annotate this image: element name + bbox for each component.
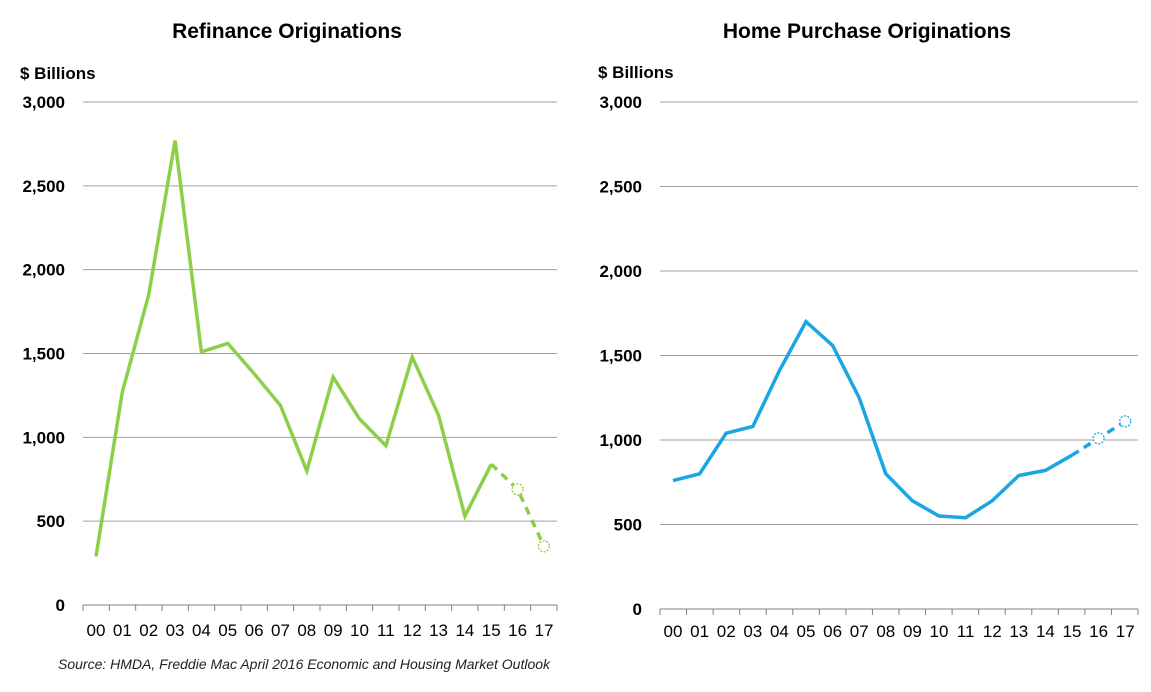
x-tick-label: 16 xyxy=(508,621,527,640)
x-tick-label: 17 xyxy=(1116,622,1135,641)
series-line-actual xyxy=(672,318,1073,520)
x-tick-label: 01 xyxy=(113,621,132,640)
x-tick-label: 12 xyxy=(403,621,422,640)
chart-title: Refinance Originations xyxy=(172,20,402,43)
forecast-point xyxy=(537,540,551,553)
y-tick-label: 3,000 xyxy=(599,93,642,112)
series-line-actual xyxy=(94,140,493,557)
x-tick-label: 02 xyxy=(717,622,736,641)
x-tick-label: 06 xyxy=(245,621,264,640)
y-tick-label: 0 xyxy=(633,600,642,619)
y-tick-label: 1,000 xyxy=(599,431,642,450)
x-tick-label: 15 xyxy=(1063,622,1082,641)
x-tick-label: 15 xyxy=(482,621,501,640)
x-tick-label: 14 xyxy=(1036,622,1055,641)
y-tick-label: 2,000 xyxy=(22,261,65,280)
x-tick-label: 00 xyxy=(87,621,106,640)
x-tick-label: 10 xyxy=(930,622,949,641)
y-tick-label: 1,500 xyxy=(599,347,642,366)
y-tick-label: 500 xyxy=(37,512,65,531)
series-line-forecast xyxy=(490,462,546,548)
x-tick-label: 12 xyxy=(983,622,1002,641)
x-tick-label: 09 xyxy=(324,621,343,640)
x-tick-label: 10 xyxy=(350,621,369,640)
x-tick-label: 06 xyxy=(823,622,842,641)
x-tick-label: 05 xyxy=(218,621,237,640)
x-tick-label: 13 xyxy=(1009,622,1028,641)
chart-panel-2: Home Purchase Originations$ Billions0500… xyxy=(598,20,1139,641)
y-tick-label: 2,500 xyxy=(22,177,65,196)
y-tick-label: 3,000 xyxy=(22,93,65,112)
y-tick-label: 1,500 xyxy=(22,345,65,364)
x-tick-label: 14 xyxy=(455,621,474,640)
y-tick-label: 500 xyxy=(614,516,642,535)
forecast-point xyxy=(1092,432,1105,445)
x-tick-label: 08 xyxy=(297,621,316,640)
y-tick-label: 2,000 xyxy=(599,262,642,281)
x-tick-label: 00 xyxy=(664,622,683,641)
x-tick-label: 16 xyxy=(1089,622,1108,641)
x-tick-label: 17 xyxy=(534,621,553,640)
y-tick-label: 0 xyxy=(56,596,65,615)
x-tick-label: 13 xyxy=(429,621,448,640)
x-tick-label: 03 xyxy=(166,621,185,640)
y-axis-label: $ Billions xyxy=(20,64,96,83)
x-tick-label: 11 xyxy=(957,622,975,641)
x-tick-label: 07 xyxy=(271,621,290,640)
x-tick-label: 02 xyxy=(139,621,158,640)
x-tick-label: 04 xyxy=(770,622,789,641)
x-tick-label: 09 xyxy=(903,622,922,641)
x-tick-label: 07 xyxy=(850,622,869,641)
forecast-point xyxy=(1119,415,1132,428)
x-tick-label: 05 xyxy=(797,622,816,641)
x-tick-label: 04 xyxy=(192,621,211,640)
forecast-point xyxy=(511,483,524,496)
chart-panel-1: Refinance Originations$ Billions05001,00… xyxy=(20,20,558,640)
y-tick-label: 1,000 xyxy=(22,428,65,447)
x-tick-label: 08 xyxy=(876,622,895,641)
x-tick-label: 11 xyxy=(377,621,395,640)
source-note: Source: HMDA, Freddie Mac April 2016 Eco… xyxy=(58,656,551,672)
x-tick-label: 03 xyxy=(743,622,762,641)
chart-title: Home Purchase Originations xyxy=(723,20,1011,43)
x-tick-label: 01 xyxy=(690,622,709,641)
y-axis-label: $ Billions xyxy=(598,63,674,82)
y-tick-label: 2,500 xyxy=(599,178,642,197)
